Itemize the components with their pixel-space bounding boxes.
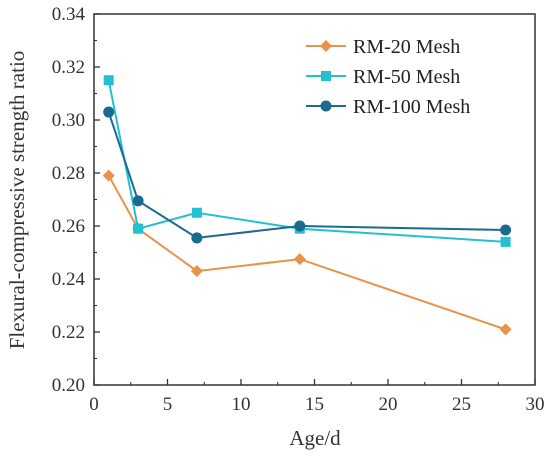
y-tick-label: 0.34 [52, 4, 86, 25]
y-tick-label: 0.32 [52, 57, 85, 78]
y-axis-ticks: 0.20 0.22 0.24 0.26 0.28 0.30 0.32 0.34 [52, 4, 100, 396]
x-axis-ticks: 0 5 10 15 20 25 30 [89, 379, 545, 415]
series-rm-20-mesh [102, 169, 512, 336]
data-point [293, 253, 306, 266]
legend-item: RM-50 Mesh [306, 66, 460, 88]
y-axis-title: Flexural-compressive strength ratio [5, 51, 29, 350]
legend-item: RM-100 Mesh [306, 96, 470, 118]
legend-item: RM-20 Mesh [306, 36, 460, 58]
y-tick-label: 0.26 [52, 216, 85, 237]
data-point [294, 220, 306, 232]
data-point [191, 232, 203, 244]
y-tick-label: 0.20 [52, 375, 85, 396]
x-tick-label: 0 [89, 394, 99, 415]
y-tick-label: 0.28 [52, 163, 85, 184]
x-tick-label: 25 [452, 394, 471, 415]
data-point [103, 106, 115, 118]
plot-frame [93, 13, 536, 386]
y-tick-label: 0.30 [52, 110, 85, 131]
series-line [107, 111, 506, 239]
x-tick-label: 15 [305, 394, 324, 415]
x-tick-label: 5 [163, 394, 173, 415]
data-point [320, 40, 332, 52]
legend: RM-20 Mesh RM-50 Mesh RM-100 Mesh [306, 36, 470, 118]
legend-label: RM-50 Mesh [353, 66, 460, 88]
data-point [499, 323, 512, 336]
data-point [190, 265, 203, 278]
data-point [321, 71, 331, 81]
legend-label: RM-20 Mesh [353, 36, 460, 58]
x-axis-title: Age/d [289, 426, 341, 450]
plot-area [93, 13, 536, 386]
data-point [102, 169, 115, 182]
x-tick-label: 10 [232, 394, 251, 415]
data-point [500, 236, 511, 247]
data-point [103, 75, 114, 86]
data-point [191, 207, 202, 218]
data-point [320, 100, 332, 112]
series-rm-100-mesh [103, 106, 512, 244]
legend-label: RM-100 Mesh [353, 96, 470, 118]
data-point [133, 223, 144, 234]
y-tick-label: 0.22 [52, 322, 85, 343]
data-point [132, 195, 144, 207]
x-tick-label: 30 [526, 394, 545, 415]
series-line [107, 175, 506, 331]
data-point [500, 224, 512, 236]
y-tick-label: 0.24 [52, 269, 86, 290]
x-tick-label: 20 [379, 394, 398, 415]
series-layer [102, 75, 512, 336]
